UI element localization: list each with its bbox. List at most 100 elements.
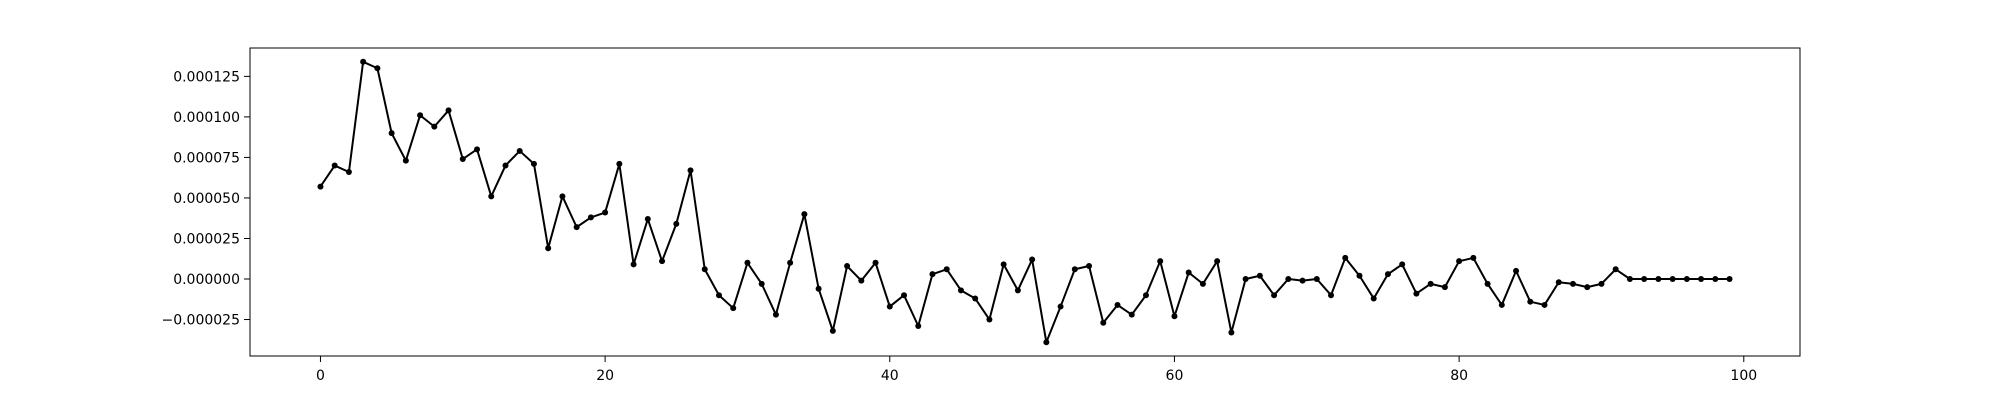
x-tick-label: 100: [1730, 368, 1757, 384]
data-point: [445, 107, 452, 114]
data-point: [1555, 279, 1562, 286]
data-point: [886, 303, 893, 310]
data-point: [1513, 267, 1520, 274]
data-point: [715, 292, 722, 299]
y-tick-label: 0.000100: [173, 110, 240, 126]
data-point: [844, 263, 851, 270]
data-point: [1441, 284, 1448, 291]
data-point: [915, 323, 922, 330]
data-point: [573, 224, 580, 231]
data-point: [1071, 266, 1078, 273]
data-point: [972, 295, 979, 302]
data-point: [1413, 290, 1420, 297]
data-point: [1342, 254, 1349, 261]
data-point: [687, 167, 694, 174]
data-point: [986, 316, 993, 323]
data-point: [1569, 280, 1576, 287]
data-point: [1271, 292, 1278, 299]
data-point: [1726, 276, 1733, 282]
data-point: [943, 266, 950, 273]
data-point: [1185, 269, 1192, 276]
data-point: [858, 277, 865, 284]
x-tick-label: 0: [316, 368, 325, 384]
data-point: [801, 211, 808, 218]
data-point: [1484, 280, 1491, 287]
data-point: [1470, 254, 1477, 261]
data-point: [1399, 261, 1406, 268]
data-point: [1000, 261, 1007, 268]
data-point: [1043, 339, 1050, 346]
data-point: [744, 259, 751, 266]
data-point: [545, 245, 552, 252]
data-point: [587, 214, 594, 221]
data-point: [1228, 329, 1235, 336]
data-point: [1114, 301, 1121, 308]
data-point: [1328, 292, 1335, 299]
plot-area-frame: [249, 47, 1801, 357]
data-point: [630, 261, 637, 268]
data-point: [772, 311, 779, 318]
data-point: [345, 169, 352, 176]
data-point: [1313, 276, 1320, 282]
data-point: [901, 292, 908, 299]
data-point: [1626, 276, 1633, 282]
data-point: [787, 259, 794, 266]
data-point: [730, 305, 737, 312]
data-point: [331, 162, 338, 169]
data-point: [530, 160, 537, 167]
y-tick-label: 0.000125: [173, 69, 240, 85]
x-tick-label: 20: [596, 368, 614, 384]
data-point: [1384, 271, 1391, 278]
data-point: [929, 271, 936, 278]
data-point: [360, 58, 367, 65]
data-point: [388, 130, 395, 137]
data-point: [1256, 272, 1263, 279]
series-line: [319, 60, 1730, 344]
y-tick-label: 0.000025: [173, 231, 240, 247]
y-tick-label: 0.000050: [173, 191, 240, 207]
data-point: [1427, 280, 1434, 287]
data-point: [502, 162, 509, 169]
data-points: [317, 58, 1733, 346]
data-point: [1128, 311, 1135, 318]
data-point: [1641, 276, 1648, 282]
data-point: [488, 193, 495, 200]
data-point: [1171, 313, 1178, 320]
data-point: [1142, 292, 1149, 299]
data-point: [1541, 301, 1548, 308]
y-axis: −0.000025 0.000000 0.000025 0.000050 0.00007…: [161, 69, 250, 329]
data-point: [673, 220, 680, 227]
data-point: [402, 157, 409, 164]
data-point: [1612, 266, 1619, 273]
y-tick-label: −0.000025: [161, 313, 240, 329]
data-point: [474, 146, 481, 153]
y-tick-label: 0.000000: [173, 272, 240, 288]
data-point: [1029, 256, 1036, 263]
x-axis: 0 20 40 60 80 100: [316, 356, 1757, 384]
data-point: [317, 183, 324, 190]
data-point: [431, 123, 438, 130]
data-point: [1655, 276, 1662, 282]
data-point: [701, 266, 708, 273]
data-point: [1456, 258, 1463, 265]
data-point: [1712, 276, 1719, 282]
data-point: [559, 193, 566, 200]
x-tick-label: 80: [1450, 368, 1468, 384]
data-point: [1370, 295, 1377, 302]
data-point: [1683, 276, 1690, 282]
data-point: [1157, 258, 1164, 265]
data-point: [758, 280, 765, 287]
data-point: [1527, 298, 1534, 305]
data-point: [459, 156, 466, 163]
data-point: [829, 327, 836, 334]
data-point: [1698, 276, 1705, 282]
data-point: [417, 112, 424, 119]
data-point: [602, 209, 609, 216]
data-point: [374, 65, 381, 72]
data-point: [1584, 284, 1591, 291]
data-point: [957, 287, 964, 294]
data-point: [1199, 280, 1206, 287]
data-point: [1014, 287, 1021, 294]
